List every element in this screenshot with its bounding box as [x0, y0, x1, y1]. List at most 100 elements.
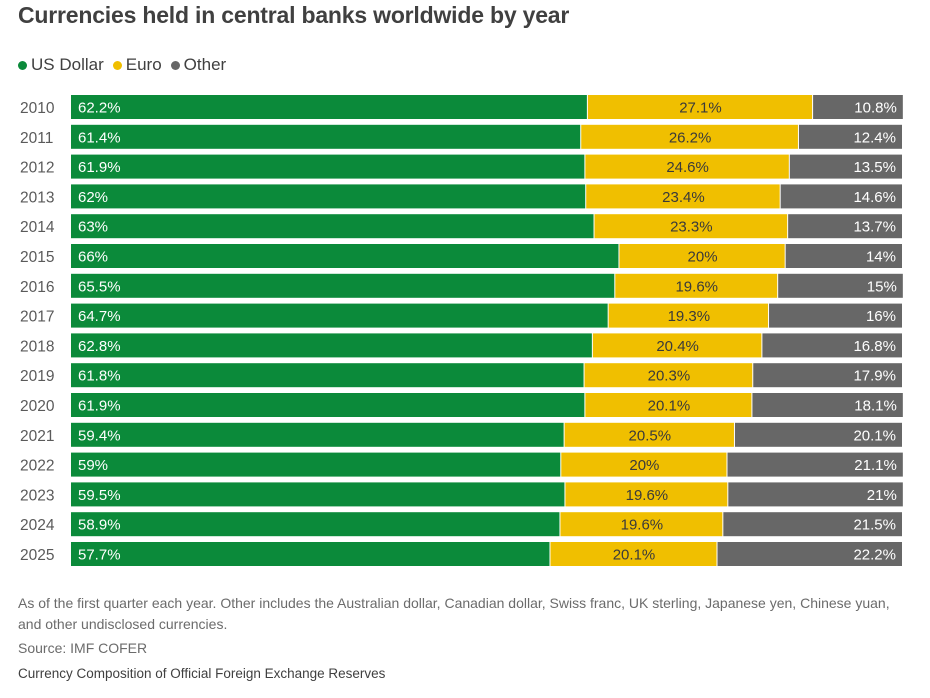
- data-label-usd: 66%: [78, 249, 108, 266]
- footnote: As of the first quarter each year. Other…: [18, 595, 890, 632]
- data-label-euro: 27.1%: [679, 100, 722, 117]
- data-label-other: 18.1%: [854, 398, 897, 415]
- year-label: 2015: [20, 249, 54, 266]
- data-label-other: 21%: [867, 487, 897, 504]
- bar-segment-usd: [71, 95, 587, 119]
- year-label: 2012: [20, 160, 54, 177]
- bar-segment-other: [788, 214, 902, 239]
- year-label: 2023: [20, 487, 54, 504]
- data-label-euro: 20.3%: [648, 368, 691, 385]
- data-label-usd: 61.9%: [78, 398, 121, 415]
- bar-segment-euro: [586, 184, 780, 209]
- bar-segment-other: [780, 184, 902, 209]
- legend-dot-usd: [18, 60, 27, 70]
- source-note: Source: IMF COFER: [18, 640, 148, 656]
- data-label-euro: 20.4%: [656, 338, 699, 355]
- bar-segment-euro: [584, 363, 753, 388]
- data-label-usd: 62%: [78, 189, 108, 206]
- bar-segment-usd: [71, 124, 581, 149]
- data-label-other: 22.2%: [853, 547, 896, 564]
- data-label-usd: 61.9%: [78, 159, 121, 176]
- bar-segment-euro: [619, 244, 785, 268]
- year-label: 2024: [20, 517, 55, 534]
- bar-segment-other: [723, 512, 902, 537]
- year-label: 2021: [20, 428, 54, 445]
- year-label: 2017: [20, 309, 54, 326]
- stacked-bar-chart: 2010 62.2% 27.1% 10.8% 2011 61.4% 26.2% 12.4% 20…: [20, 95, 903, 566]
- bar-segment-usd: [71, 184, 586, 209]
- data-label-usd: 58.9%: [78, 517, 121, 534]
- bar-segment-other: [769, 303, 902, 328]
- data-label-usd: 64.7%: [78, 308, 121, 325]
- bar-segment-usd: [71, 422, 564, 447]
- legend: US Dollar Euro Other: [18, 55, 235, 75]
- bar-segment-euro: [564, 422, 734, 447]
- data-label-usd: 62.8%: [78, 338, 121, 355]
- legend-label-euro: Euro: [125, 55, 162, 74]
- data-label-usd: 57.7%: [78, 547, 121, 564]
- data-label-other: 21.1%: [854, 457, 897, 474]
- year-label: 2016: [20, 279, 54, 296]
- data-label-euro: 23.4%: [662, 189, 705, 206]
- legend-label-usd: US Dollar: [31, 55, 104, 74]
- bar-segment-euro: [561, 452, 727, 477]
- bar-segment-euro: [615, 273, 778, 298]
- data-label-usd: 63%: [78, 219, 108, 236]
- data-label-usd: 59%: [78, 457, 108, 474]
- data-label-euro: 19.6%: [621, 517, 664, 534]
- bar-segment-usd: [71, 333, 592, 358]
- bar-segment-usd: [71, 542, 550, 566]
- bar-segment-euro: [560, 512, 723, 537]
- bar-segment-euro: [581, 124, 798, 149]
- bar-segment-other: [717, 542, 902, 566]
- legend-dot-other: [170, 60, 180, 70]
- data-label-other: 16%: [866, 308, 896, 325]
- bar-segment-usd: [71, 393, 585, 417]
- bar-segment-usd: [71, 214, 594, 239]
- year-label: 2025: [20, 547, 54, 564]
- year-label: 2019: [20, 368, 54, 385]
- data-label-usd: 61.4%: [78, 129, 121, 146]
- bar-segment-euro: [608, 303, 769, 328]
- legend-label-other: Other: [183, 55, 227, 74]
- legend-item-euro: Euro: [112, 55, 162, 75]
- bar-segment-euro: [585, 393, 752, 417]
- bar-segment-other: [778, 273, 903, 298]
- year-label: 2022: [20, 458, 54, 475]
- bar-segment-other: [752, 393, 903, 417]
- year-label: 2014: [20, 219, 55, 236]
- bar-segment-usd: [71, 154, 585, 179]
- data-label-euro: 26.2%: [669, 129, 712, 146]
- bar-segment-usd: [71, 452, 561, 477]
- bar-segment-other: [813, 95, 903, 119]
- year-label: 2018: [20, 338, 54, 355]
- data-label-euro: 23.3%: [670, 219, 713, 236]
- bar-segment-other: [753, 363, 902, 388]
- data-label-euro: 20.1%: [613, 547, 656, 564]
- data-label-other: 15%: [867, 278, 897, 295]
- bar-segment-other: [789, 154, 902, 179]
- data-label-euro: 19.6%: [626, 487, 669, 504]
- bar-segment-euro: [565, 482, 728, 507]
- data-label-other: 10.8%: [854, 100, 897, 117]
- data-label-euro: 20.5%: [629, 427, 672, 444]
- data-label-euro: 19.6%: [675, 278, 718, 295]
- bar-segment-usd: [71, 363, 584, 388]
- bar-segment-other: [798, 124, 902, 149]
- bar-segment-euro: [592, 333, 762, 358]
- data-label-other: 16.8%: [853, 338, 896, 355]
- year-label: 2011: [20, 130, 53, 147]
- legend-item-other: Other: [170, 55, 227, 75]
- data-label-other: 14.6%: [853, 189, 896, 206]
- data-label-other: 13.5%: [853, 159, 896, 176]
- data-label-usd: 62.2%: [78, 100, 121, 117]
- bar-segment-euro: [550, 542, 717, 566]
- data-label-usd: 65.5%: [78, 278, 121, 295]
- data-label-other: 21.5%: [853, 517, 896, 534]
- data-label-other: 20.1%: [853, 427, 896, 444]
- year-label: 2010: [20, 100, 55, 117]
- data-label-usd: 61.8%: [78, 368, 121, 385]
- data-label-other: 12.4%: [853, 129, 896, 146]
- data-label-euro: 20%: [688, 249, 718, 266]
- data-label-other: 17.9%: [853, 368, 896, 385]
